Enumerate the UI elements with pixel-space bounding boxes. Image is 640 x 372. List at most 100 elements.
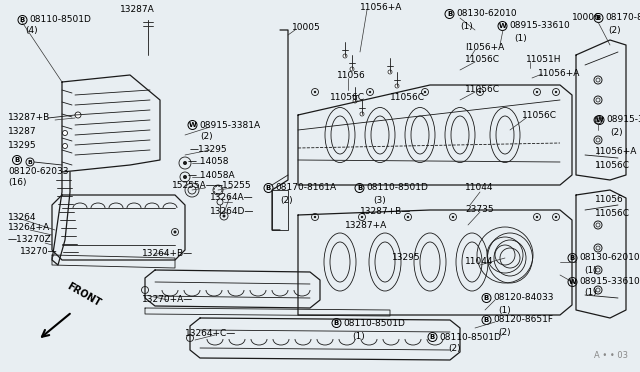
Text: 13270—: 13270—	[20, 247, 58, 257]
Text: (2): (2)	[280, 196, 292, 205]
Text: FRONT: FRONT	[65, 281, 102, 308]
Text: l1056+A: l1056+A	[465, 44, 504, 52]
Text: 13295: 13295	[8, 141, 36, 151]
Text: 23735: 23735	[465, 205, 493, 215]
Text: 11044: 11044	[465, 183, 493, 192]
Text: B: B	[266, 185, 271, 191]
Text: (1): (1)	[514, 33, 527, 42]
Text: 08915-3381A: 08915-3381A	[606, 115, 640, 125]
Text: 08130-62010: 08130-62010	[579, 253, 639, 263]
Text: 10005: 10005	[292, 22, 321, 32]
Bar	[272, 190, 288, 230]
Text: — 14058: — 14058	[188, 157, 228, 167]
Text: B: B	[596, 15, 601, 21]
Circle shape	[173, 231, 177, 234]
Text: 11051H: 11051H	[526, 55, 561, 64]
Text: 08915-33610: 08915-33610	[579, 278, 640, 286]
Text: 13264+B—: 13264+B—	[142, 250, 193, 259]
Text: W: W	[189, 122, 196, 128]
Text: (2): (2)	[610, 128, 623, 137]
Text: B: B	[357, 185, 362, 191]
Circle shape	[343, 54, 347, 58]
Circle shape	[369, 91, 371, 93]
Text: B: B	[570, 255, 575, 261]
Text: (2): (2)	[200, 132, 212, 141]
Text: 08915-33610: 08915-33610	[509, 22, 570, 31]
Text: 08120-62033: 08120-62033	[8, 167, 68, 176]
Text: (16): (16)	[8, 179, 26, 187]
Text: 13264+A: 13264+A	[8, 224, 50, 232]
Text: 13295: 13295	[392, 253, 420, 263]
Text: 13270+A—: 13270+A—	[142, 295, 193, 305]
Circle shape	[183, 161, 187, 165]
Text: 11056C: 11056C	[595, 208, 630, 218]
Circle shape	[360, 112, 364, 116]
Text: 11044: 11044	[465, 257, 493, 266]
Circle shape	[183, 175, 187, 179]
Text: 08170-8161A: 08170-8161A	[275, 183, 336, 192]
Text: B: B	[334, 320, 339, 326]
Circle shape	[452, 216, 454, 218]
Text: 11056C: 11056C	[390, 93, 425, 103]
Text: 11056C: 11056C	[330, 93, 365, 103]
Text: (2): (2)	[448, 343, 461, 353]
Circle shape	[407, 216, 409, 218]
Circle shape	[424, 91, 426, 93]
Text: 13287+B—: 13287+B—	[360, 208, 412, 217]
Circle shape	[536, 91, 538, 93]
Text: 13287+A: 13287+A	[345, 221, 387, 231]
Text: 13264D—: 13264D—	[210, 208, 254, 217]
Text: 08915-3381A: 08915-3381A	[199, 121, 260, 129]
Circle shape	[63, 144, 67, 148]
Text: B: B	[447, 11, 452, 17]
Circle shape	[361, 216, 364, 218]
Text: 11056C: 11056C	[465, 55, 500, 64]
Text: (1): (1)	[584, 289, 596, 298]
Circle shape	[395, 84, 399, 88]
Text: 11056: 11056	[595, 196, 624, 205]
Text: B: B	[20, 17, 25, 23]
Text: 13287A: 13287A	[120, 6, 155, 15]
Text: 08110-8501D: 08110-8501D	[439, 333, 501, 341]
Text: 11056+A: 11056+A	[538, 68, 580, 77]
Text: (1): (1)	[584, 266, 596, 275]
Text: 08110-8501D: 08110-8501D	[366, 183, 428, 192]
Text: 08110-8501D: 08110-8501D	[343, 318, 405, 327]
Text: (1): (1)	[460, 22, 473, 31]
Circle shape	[353, 99, 357, 103]
Text: 08120-84033: 08120-84033	[493, 294, 554, 302]
Text: B: B	[430, 334, 435, 340]
Text: W: W	[568, 279, 577, 285]
Text: 08120-8651F: 08120-8651F	[493, 315, 553, 324]
Text: 13264A—: 13264A—	[210, 193, 253, 202]
Text: —13270Z: —13270Z	[8, 235, 52, 244]
Text: —13295: —13295	[190, 145, 228, 154]
Text: — 14058A: — 14058A	[188, 170, 235, 180]
Circle shape	[63, 131, 67, 135]
Text: 13287: 13287	[8, 128, 36, 137]
Text: (2): (2)	[498, 327, 511, 337]
Circle shape	[536, 216, 538, 218]
Circle shape	[75, 112, 81, 118]
Text: W: W	[596, 117, 604, 123]
Circle shape	[314, 216, 316, 218]
Circle shape	[555, 91, 557, 93]
Circle shape	[388, 70, 392, 74]
Text: 08170-8161A: 08170-8161A	[605, 13, 640, 22]
Circle shape	[555, 216, 557, 218]
Text: 11056: 11056	[337, 71, 365, 80]
Circle shape	[350, 67, 354, 71]
Text: 08130-62010: 08130-62010	[456, 10, 516, 19]
Circle shape	[223, 215, 225, 218]
Text: 11056C: 11056C	[595, 160, 630, 170]
Text: 10006: 10006	[572, 13, 601, 22]
Text: —15255: —15255	[214, 182, 252, 190]
Text: (2): (2)	[608, 26, 621, 35]
Text: 11056+A: 11056+A	[595, 148, 637, 157]
Text: (4): (4)	[25, 26, 38, 35]
Text: B: B	[14, 157, 20, 163]
Text: W: W	[499, 23, 506, 29]
Text: 13264+C—: 13264+C—	[185, 328, 236, 337]
Text: 11056C: 11056C	[522, 110, 557, 119]
Text: B: B	[484, 317, 489, 323]
